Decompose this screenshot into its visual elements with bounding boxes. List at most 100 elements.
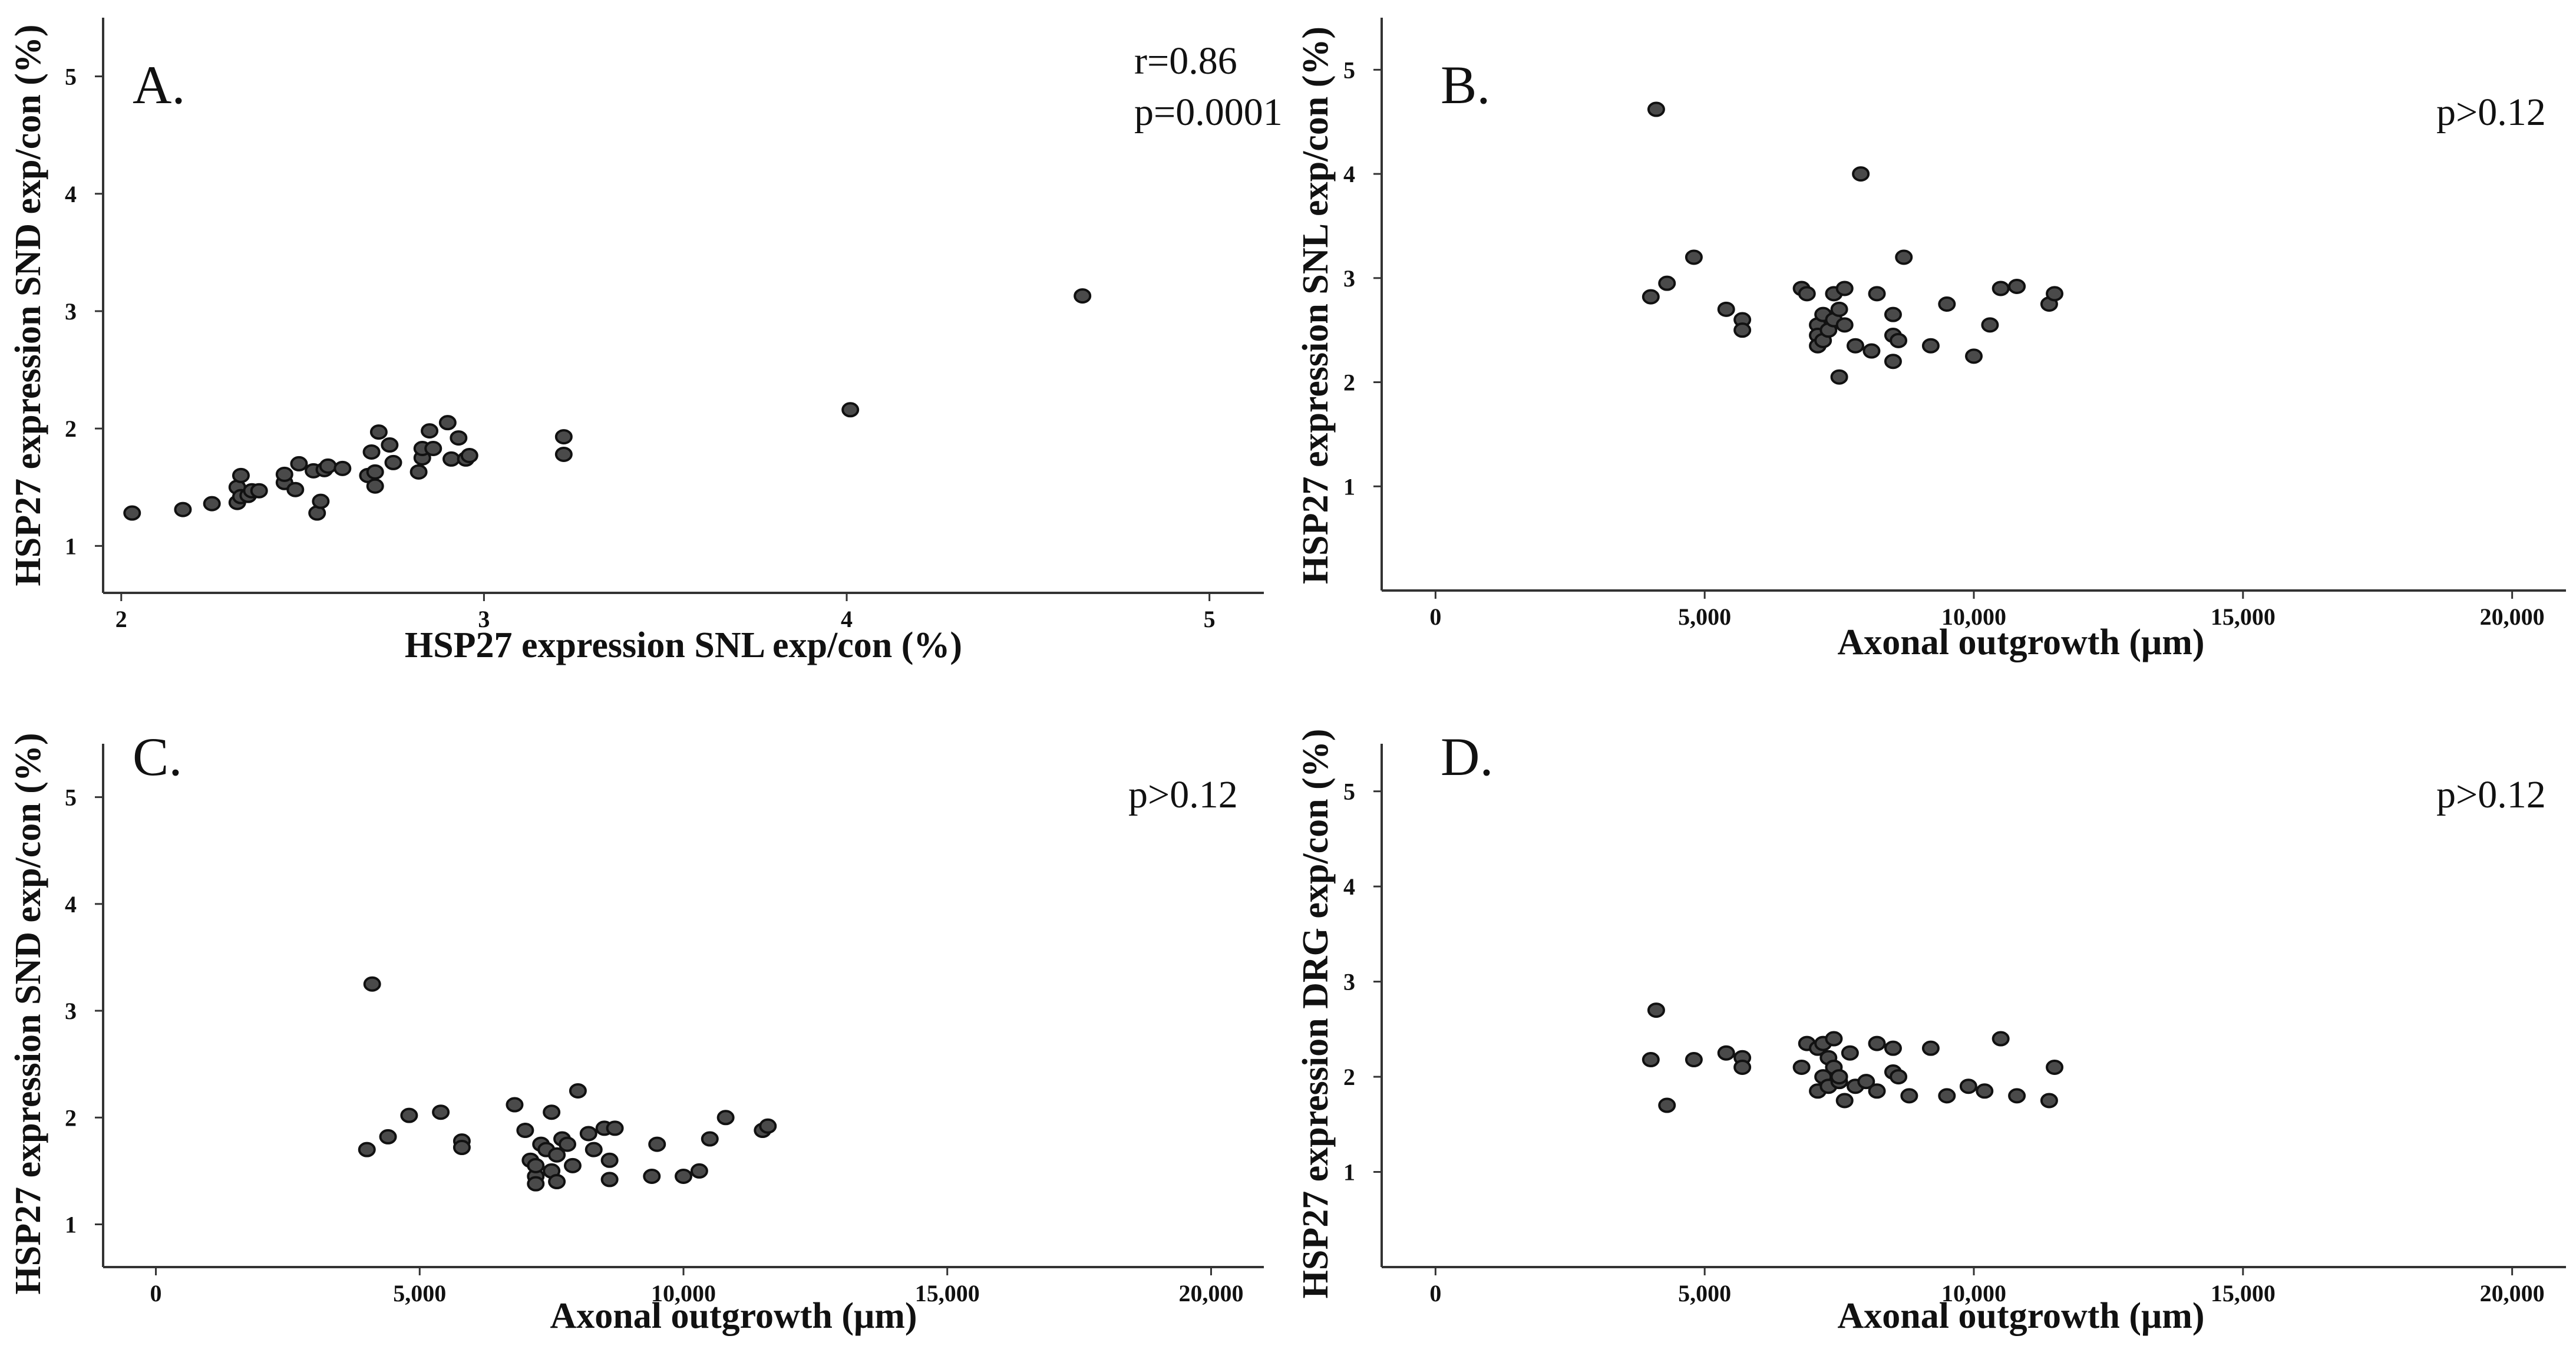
panel-c-y-ticks: 1 2 3 4 5 <box>65 784 103 1238</box>
panel-c-data-point <box>379 1129 397 1144</box>
panel-a-data-point <box>554 429 573 445</box>
panel-d-y-tick-label: 4 <box>1343 873 1355 900</box>
panel-d-data-point <box>1938 1088 1956 1104</box>
panel-b-data-point <box>1868 286 1886 302</box>
panel-b-y-tick-label: 1 <box>1343 473 1355 500</box>
panel-c-y-tick-label: 3 <box>65 998 77 1024</box>
panel-a-y-tick-label: 3 <box>65 298 77 325</box>
panel-a-data-point <box>174 502 192 517</box>
panel-c-data-point <box>563 1157 582 1173</box>
panel-b-data-point <box>1733 322 1752 338</box>
panel-c-data-point <box>559 1136 576 1152</box>
panel-b-data-point <box>1965 348 1983 364</box>
panel-c-data-point <box>363 976 381 992</box>
panel-a-data-point <box>421 423 439 439</box>
panel-d-y-tick-label: 2 <box>1343 1064 1355 1090</box>
panel-d-data-point <box>1868 1035 1886 1051</box>
panel-a-data-point <box>290 456 308 471</box>
panel-a-data-point <box>232 467 250 483</box>
panel-c-x-ticks: 0 5,000 10,000 15,000 20,000 <box>150 1267 1243 1307</box>
panel-a-y-tick-label: 1 <box>65 533 77 559</box>
panel-d-data-point <box>1658 1097 1676 1113</box>
panel-a-data-point <box>554 446 573 462</box>
panel-d-x-ticks: 0 5,000 10,000 15,000 20,000 <box>1429 1267 2545 1307</box>
panel-c-data-point <box>548 1147 566 1163</box>
panel-d-data-point <box>1647 1002 1665 1018</box>
panel-b-data-point <box>1647 101 1665 117</box>
panel-d-data-point <box>1890 1069 1908 1085</box>
panel-a-x-ticks: 2 3 4 5 <box>115 593 1216 632</box>
panel-a-data-point <box>250 483 268 499</box>
panel-d-data-point <box>1642 1052 1660 1068</box>
panel-c-x-tick-label: 5,000 <box>393 1280 446 1307</box>
panel-b-data-point <box>1884 354 1902 370</box>
panel-a-correlation: r=0.86 <box>1134 39 1237 83</box>
panel-a-data-point <box>384 454 402 470</box>
panel-d-y-ticks: 1 2 3 4 5 <box>1343 779 1382 1186</box>
panel-a-y-ticks: 1 2 3 4 5 <box>65 64 103 559</box>
panel-b-data-point <box>1852 166 1870 182</box>
panel-d-y-axis-title: HSP27 expression DRG exp/con (%) <box>1296 729 1336 1299</box>
panel-c-points <box>358 976 777 1192</box>
panel-c-data-point <box>543 1104 561 1120</box>
panel-a-data-point <box>424 441 442 457</box>
panel-d-data-point <box>1835 1093 1854 1109</box>
panel-a-x-tick-label: 2 <box>115 606 127 632</box>
panel-a-data-point <box>312 493 330 509</box>
panel-c-y-tick-label: 1 <box>65 1212 77 1238</box>
panel-b-data-point <box>1862 343 1881 359</box>
panel-a-data-point <box>362 444 381 460</box>
panel-a-x-tick-label: 3 <box>478 606 490 632</box>
panel-c-data-point <box>716 1110 735 1126</box>
panel-a-data-point <box>409 464 428 480</box>
panel-d-x-tick-label: 5,000 <box>1678 1280 1731 1307</box>
panel-a-data-point <box>286 481 305 497</box>
panel-d-x-tick-label: 20,000 <box>2480 1280 2545 1307</box>
panel-c-x-tick-label: 10,000 <box>651 1280 716 1307</box>
panel-d-data-point <box>1959 1078 1977 1094</box>
panel-d-p-value: p>0.12 <box>2436 773 2546 816</box>
panel-c-data-point <box>548 1174 566 1190</box>
panel-b-x-axis-title: Axonal outgrowth (μm) <box>1838 622 2205 662</box>
panel-b-data-point <box>1717 301 1735 317</box>
panel-c-data-point <box>643 1168 661 1184</box>
panel-b-x-tick-label: 20,000 <box>2480 603 2545 630</box>
panel-a-y-axis-title: HSP27 expression SND exp/con (%) <box>8 24 48 586</box>
panel-c-data-point <box>527 1176 545 1192</box>
panel-b-y-tick-label: 4 <box>1343 161 1355 187</box>
panel-c-data-point <box>527 1157 545 1173</box>
panel-d-data-point <box>1717 1045 1735 1061</box>
panel-d-data-point <box>1900 1088 1918 1104</box>
panel-a-data-point <box>275 466 293 482</box>
panel-b-x-tick-label: 0 <box>1429 603 1441 630</box>
panel-d-data-point <box>2008 1088 2026 1104</box>
panel-d-data-point <box>1992 1031 2010 1047</box>
panel-a-x-tick-label: 4 <box>841 606 853 632</box>
panel-a-p-value: p=0.0001 <box>1134 91 1283 134</box>
panel-b-y-ticks: 1 2 3 4 5 <box>1343 57 1382 500</box>
panel-b-x-tick-label: 10,000 <box>1941 603 2006 630</box>
panel-c-x-tick-label: 20,000 <box>1178 1280 1243 1307</box>
panel-b-y-tick-label: 5 <box>1343 57 1355 83</box>
panel-c-data-point <box>506 1097 524 1113</box>
panel-c-data-point <box>600 1172 619 1188</box>
panel-b-data-point <box>1830 369 1848 385</box>
panel-a-y-tick-label: 5 <box>65 64 77 90</box>
panel-b-data-point <box>1685 249 1703 265</box>
panel-d-data-point <box>1868 1083 1886 1099</box>
panel-b-data-point <box>1938 296 1956 312</box>
panel-c-data-point <box>358 1142 376 1157</box>
panel-b-y-tick-label: 2 <box>1343 370 1355 396</box>
panel-a-data-point <box>333 460 352 476</box>
panel-b-p-value: p>0.12 <box>2436 91 2546 134</box>
panel-a-x-tick-label: 5 <box>1204 606 1216 632</box>
panel-d-data-point <box>1884 1040 1902 1056</box>
panel-c-y-tick-label: 4 <box>65 891 77 918</box>
panel-c-x-tick-label: 0 <box>150 1280 162 1307</box>
panel-c-y-axis-title: HSP27 expression SND exp/con (%) <box>8 733 48 1294</box>
panel-a-data-point <box>319 458 337 474</box>
panel-d-data-point <box>1685 1052 1703 1068</box>
panel-b-data-point <box>1890 332 1908 348</box>
panel-c-data-point <box>569 1083 587 1099</box>
panel-a-data-point <box>366 464 384 480</box>
